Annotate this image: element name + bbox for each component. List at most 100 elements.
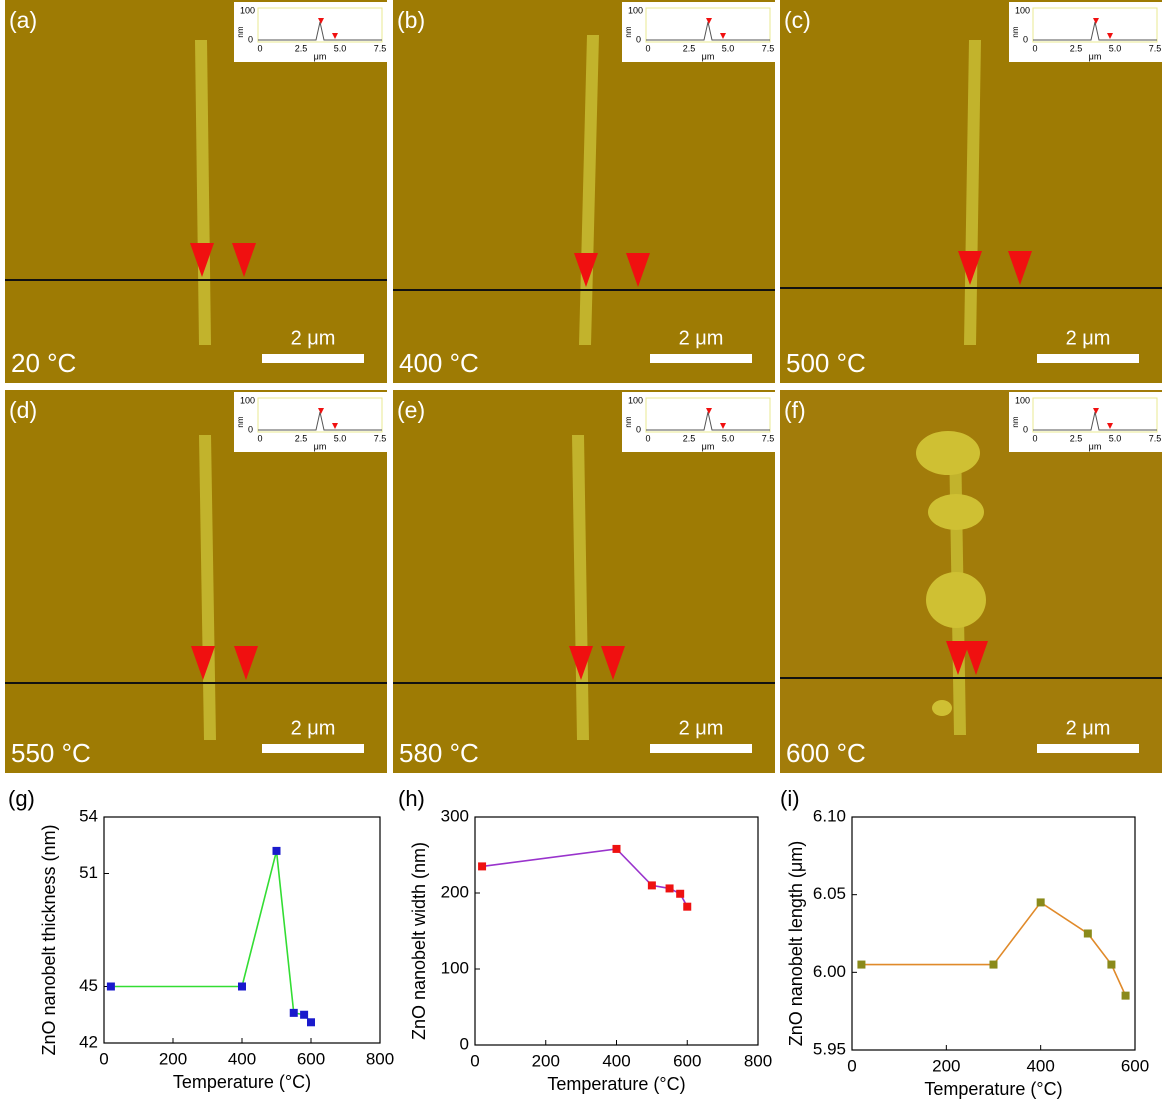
data-point (647, 881, 656, 890)
inset-y-label: nm (236, 26, 245, 37)
x-tick-label: 200 (159, 1049, 187, 1068)
y-tick-label: 42 (79, 1032, 98, 1051)
data-point (478, 862, 487, 871)
temperature-label: 580 °C (399, 738, 479, 768)
scale-bar (262, 354, 364, 363)
y-tick-label: 100 (441, 958, 469, 977)
y-tick-label: 0 (460, 1034, 469, 1053)
marker-triangle (1008, 251, 1032, 285)
inset-y-label: nm (624, 416, 633, 427)
y-tick-label: 6.00 (813, 962, 846, 981)
inset-y-tick: 100 (1015, 395, 1030, 405)
inset-frame (257, 7, 383, 43)
data-point (665, 884, 674, 893)
x-axis-label: Temperature (°C) (547, 1074, 685, 1094)
panel-label: (h) (398, 786, 425, 811)
inset-x-tick: 2.5 (1070, 433, 1083, 443)
data-point (1036, 898, 1045, 907)
inset-x-tick: 2.5 (1070, 43, 1083, 53)
inset-marker (1093, 18, 1099, 24)
inset-marker (1093, 408, 1099, 414)
grain (932, 700, 952, 716)
grain (926, 572, 986, 628)
panel-label: (e) (397, 397, 425, 423)
panel-label: (f) (784, 397, 806, 423)
scale-bar (262, 744, 364, 753)
inset-x-tick: 7.5 (1149, 433, 1162, 443)
inset-y-tick: 100 (240, 5, 255, 15)
inset-y-label: nm (1011, 26, 1020, 37)
inset-x-tick: 7.5 (374, 433, 387, 443)
marker-triangle (964, 641, 988, 675)
scale-bar (1037, 744, 1139, 753)
data-point (307, 1018, 315, 1027)
y-tick-label: 45 (79, 976, 98, 995)
inset-marker (706, 408, 712, 414)
scale-bar-label: 2 μm (1066, 717, 1111, 739)
y-tick-label: 51 (79, 863, 98, 882)
inset-x-tick: 7.5 (1149, 43, 1162, 53)
data-line (861, 901, 1127, 996)
scale-bar-label: 2 μm (679, 327, 724, 349)
inset-x-tick: 2.5 (683, 43, 696, 53)
inset-x-label: μm (314, 441, 327, 451)
x-tick-label: 400 (1026, 1056, 1054, 1075)
inset-y-tick: 100 (628, 5, 643, 15)
x-tick-label: 0 (470, 1051, 479, 1070)
inset-x-label: μm (314, 51, 327, 61)
plot-frame (103, 816, 381, 1044)
data-line (110, 850, 312, 1023)
inset-bg (622, 2, 775, 62)
data-point (1107, 960, 1116, 969)
data-point (989, 960, 998, 969)
plot-frame (851, 816, 1136, 1051)
inset-x-tick: 5.0 (1109, 43, 1122, 53)
marker-triangle (569, 646, 593, 680)
inset-x-tick: 2.5 (295, 43, 308, 53)
inset-bg (1009, 2, 1162, 62)
scale-bar-label: 2 μm (679, 717, 724, 739)
grain (916, 431, 980, 475)
inset-x-tick: 7.5 (762, 433, 775, 443)
inset-frame (645, 7, 771, 43)
inset-x-tick: 0 (257, 433, 262, 443)
y-tick-label: 6.10 (813, 806, 846, 825)
scale-bar-label: 2 μm (1066, 327, 1111, 349)
inset-x-tick: 5.0 (722, 43, 735, 53)
marker-triangle (958, 251, 982, 285)
inset-x-tick: 0 (1032, 433, 1037, 443)
scale-bar-label: 2 μm (291, 327, 336, 349)
inset-y-label: nm (624, 26, 633, 37)
x-tick-label: 800 (744, 1051, 772, 1070)
inset-x-label: μm (702, 441, 715, 451)
inset-x-tick: 5.0 (334, 433, 347, 443)
inset-y-tick: 100 (240, 395, 255, 405)
inset-marker (720, 33, 726, 39)
inset-x-label: μm (702, 51, 715, 61)
inset-frame (645, 397, 771, 433)
panel-label: (d) (9, 397, 37, 423)
inset-frame (1032, 7, 1158, 43)
x-tick-label: 600 (673, 1051, 701, 1070)
inset-y-tick: 0 (248, 424, 253, 434)
x-axis-label: Temperature (°C) (924, 1079, 1062, 1099)
temperature-label: 400 °C (399, 348, 479, 378)
nanobelt (195, 40, 211, 345)
inset-marker (1107, 423, 1113, 429)
inset-x-tick: 0 (645, 433, 650, 443)
inset-x-tick: 0 (645, 43, 650, 53)
inset-y-label: nm (236, 416, 245, 427)
marker-triangle (946, 641, 970, 675)
x-tick-label: 200 (532, 1051, 560, 1070)
inset-x-label: μm (1089, 51, 1102, 61)
x-tick-label: 800 (366, 1049, 394, 1068)
panel-label: (a) (9, 7, 37, 33)
